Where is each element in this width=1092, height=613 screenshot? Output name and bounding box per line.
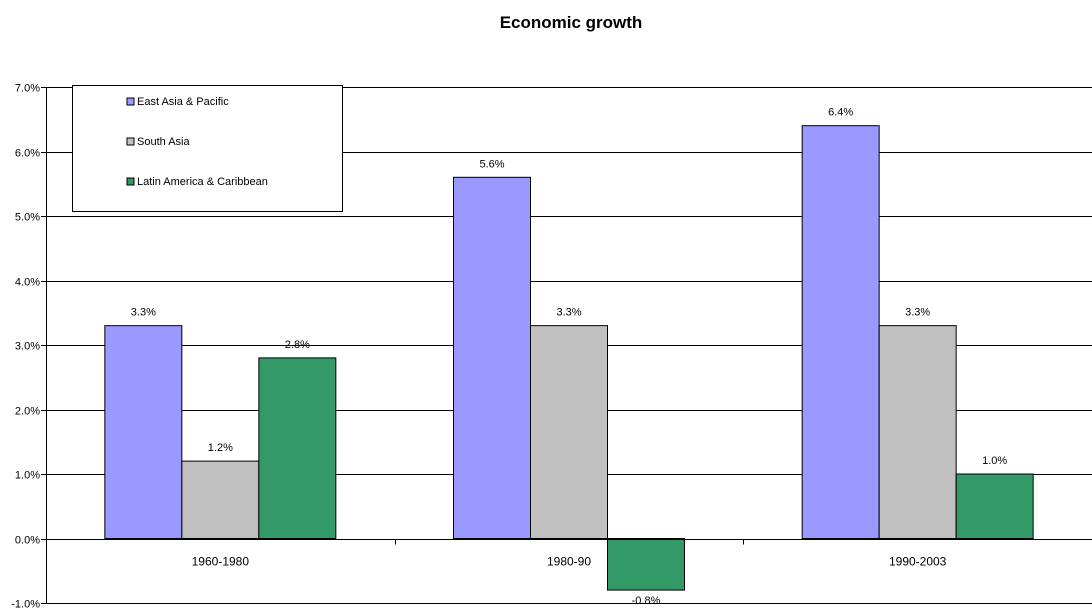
legend: East Asia & Pacific South Asia Latin Ameri… <box>72 85 343 212</box>
category-label: 1990-2003 <box>889 555 947 569</box>
data-label: 1.2% <box>208 442 233 454</box>
legend-swatch <box>126 97 135 106</box>
y-tick-label: 5.0% <box>15 212 40 224</box>
y-tick-label: 3.0% <box>15 341 40 353</box>
y-tick-label: 6.0% <box>15 148 40 160</box>
data-label: 3.3% <box>556 307 581 319</box>
y-tick-label: 0.0% <box>15 535 40 547</box>
data-label: -0.8% <box>632 595 661 607</box>
data-label: 3.3% <box>905 307 930 319</box>
data-label: 2.8% <box>285 339 310 351</box>
chart-title: Economic growth <box>500 13 643 32</box>
data-label: 5.6% <box>479 158 504 170</box>
bar <box>878 325 957 539</box>
y-tick-label: 7.0% <box>15 83 40 95</box>
y-tick-label: 1.0% <box>15 470 40 482</box>
x-axis: 1960-1980 1980-90 1990-2003 <box>46 539 1092 569</box>
category-label: 1960-1980 <box>192 555 250 569</box>
bar <box>258 357 337 539</box>
legend-label: Latin America & Caribbean <box>137 176 268 188</box>
data-label: 1.0% <box>982 455 1007 467</box>
category-label: 1980-90 <box>547 555 591 569</box>
bar <box>530 325 608 539</box>
y-tick-label: 4.0% <box>15 277 40 289</box>
bar <box>955 473 1034 539</box>
legend-box <box>72 85 343 212</box>
bar <box>181 460 260 540</box>
data-label: 3.3% <box>131 307 156 319</box>
legend-label: East Asia & Pacific <box>137 96 229 108</box>
bars: 3.3% 1.2% 2.8% 5.6% 3.3% -0.8% 6.4% 3.3% 1.0% <box>104 107 1034 607</box>
legend-swatch <box>126 177 135 186</box>
y-tick-label: 2.0% <box>15 406 40 418</box>
legend-label: South Asia <box>137 136 190 148</box>
bar <box>607 538 685 591</box>
y-tick-label: -1.0% <box>11 599 40 611</box>
bar <box>801 125 880 539</box>
bar <box>453 176 531 540</box>
bar <box>104 325 183 539</box>
legend-swatch <box>126 137 135 146</box>
y-axis: -1.0% 0.0% 1.0% 2.0% 3.0% 4.0% 5.0% 6.0% 7.0% <box>11 83 47 611</box>
data-label: 6.4% <box>828 107 853 119</box>
